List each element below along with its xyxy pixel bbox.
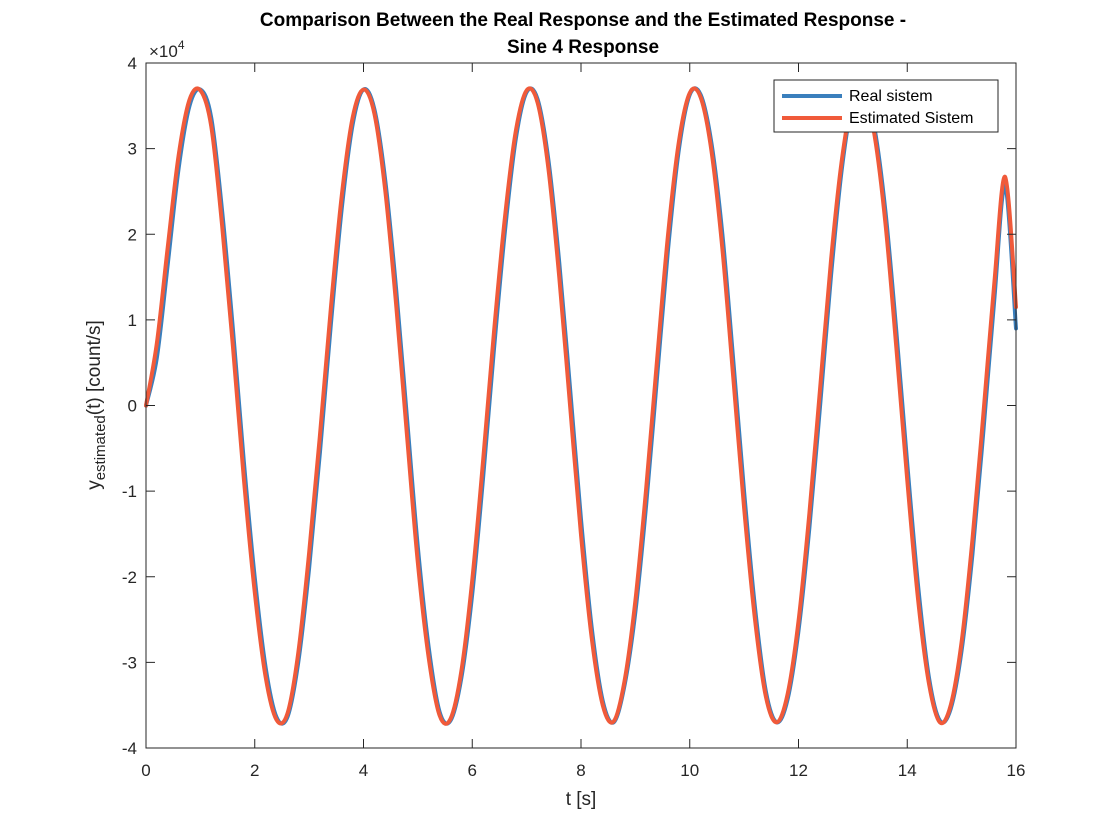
plot-background: [146, 63, 1016, 748]
x-tick-label: 12: [789, 761, 808, 780]
plot-box: [145, 62, 1017, 749]
legend-label-estimated-sistem: Estimated Sistem: [849, 110, 973, 127]
y-tick-label: 0: [128, 397, 137, 416]
x-axis-label: t [s]: [566, 789, 597, 810]
y-exponent-label: ×104: [149, 38, 185, 61]
x-tick-label: 0: [141, 761, 150, 780]
y-tick-label: 2: [128, 225, 137, 244]
y-tick-label: 1: [128, 311, 137, 330]
y-tick-label: -1: [122, 482, 137, 501]
x-tick-label: 16: [1007, 761, 1026, 780]
y-tick-label: 3: [128, 140, 137, 159]
y-exponent-power: 4: [178, 38, 185, 52]
y-axis-label-subscript: estimated: [92, 415, 109, 480]
chart-title-line-1: Comparison Between the Real Response and…: [260, 10, 906, 31]
x-tick-label: 2: [250, 761, 259, 780]
legend: Real sistem Estimated Sistem: [773, 79, 999, 133]
series-line-estimated-sistem: [144, 86, 1018, 726]
legend-box: [773, 79, 999, 133]
x-tick-label: 6: [468, 761, 477, 780]
y-tick-label: 4: [128, 54, 137, 73]
x-tick-label: 10: [680, 761, 699, 780]
y-tick-label: -3: [122, 653, 137, 672]
x-tick-label: 4: [359, 761, 368, 780]
legend-label-real-sistem: Real sistem: [849, 88, 933, 105]
x-tick-label: 8: [576, 761, 585, 780]
x-tick-label: 14: [898, 761, 917, 780]
series-layer: [144, 86, 1018, 726]
y-axis-label-suffix: (t) [count/s]: [84, 320, 105, 415]
chart-title: Comparison Between the Real Response and…: [260, 10, 906, 58]
y-axis-label-base: y: [84, 480, 105, 490]
y-tick-label: -4: [122, 739, 137, 758]
chart-title-line-2: Sine 4 Response: [507, 37, 659, 58]
y-exponent-base: ×10: [149, 42, 178, 61]
y-axis-label: yestimated(t) [count/s]: [84, 320, 109, 490]
y-tick-label: -2: [122, 568, 137, 587]
